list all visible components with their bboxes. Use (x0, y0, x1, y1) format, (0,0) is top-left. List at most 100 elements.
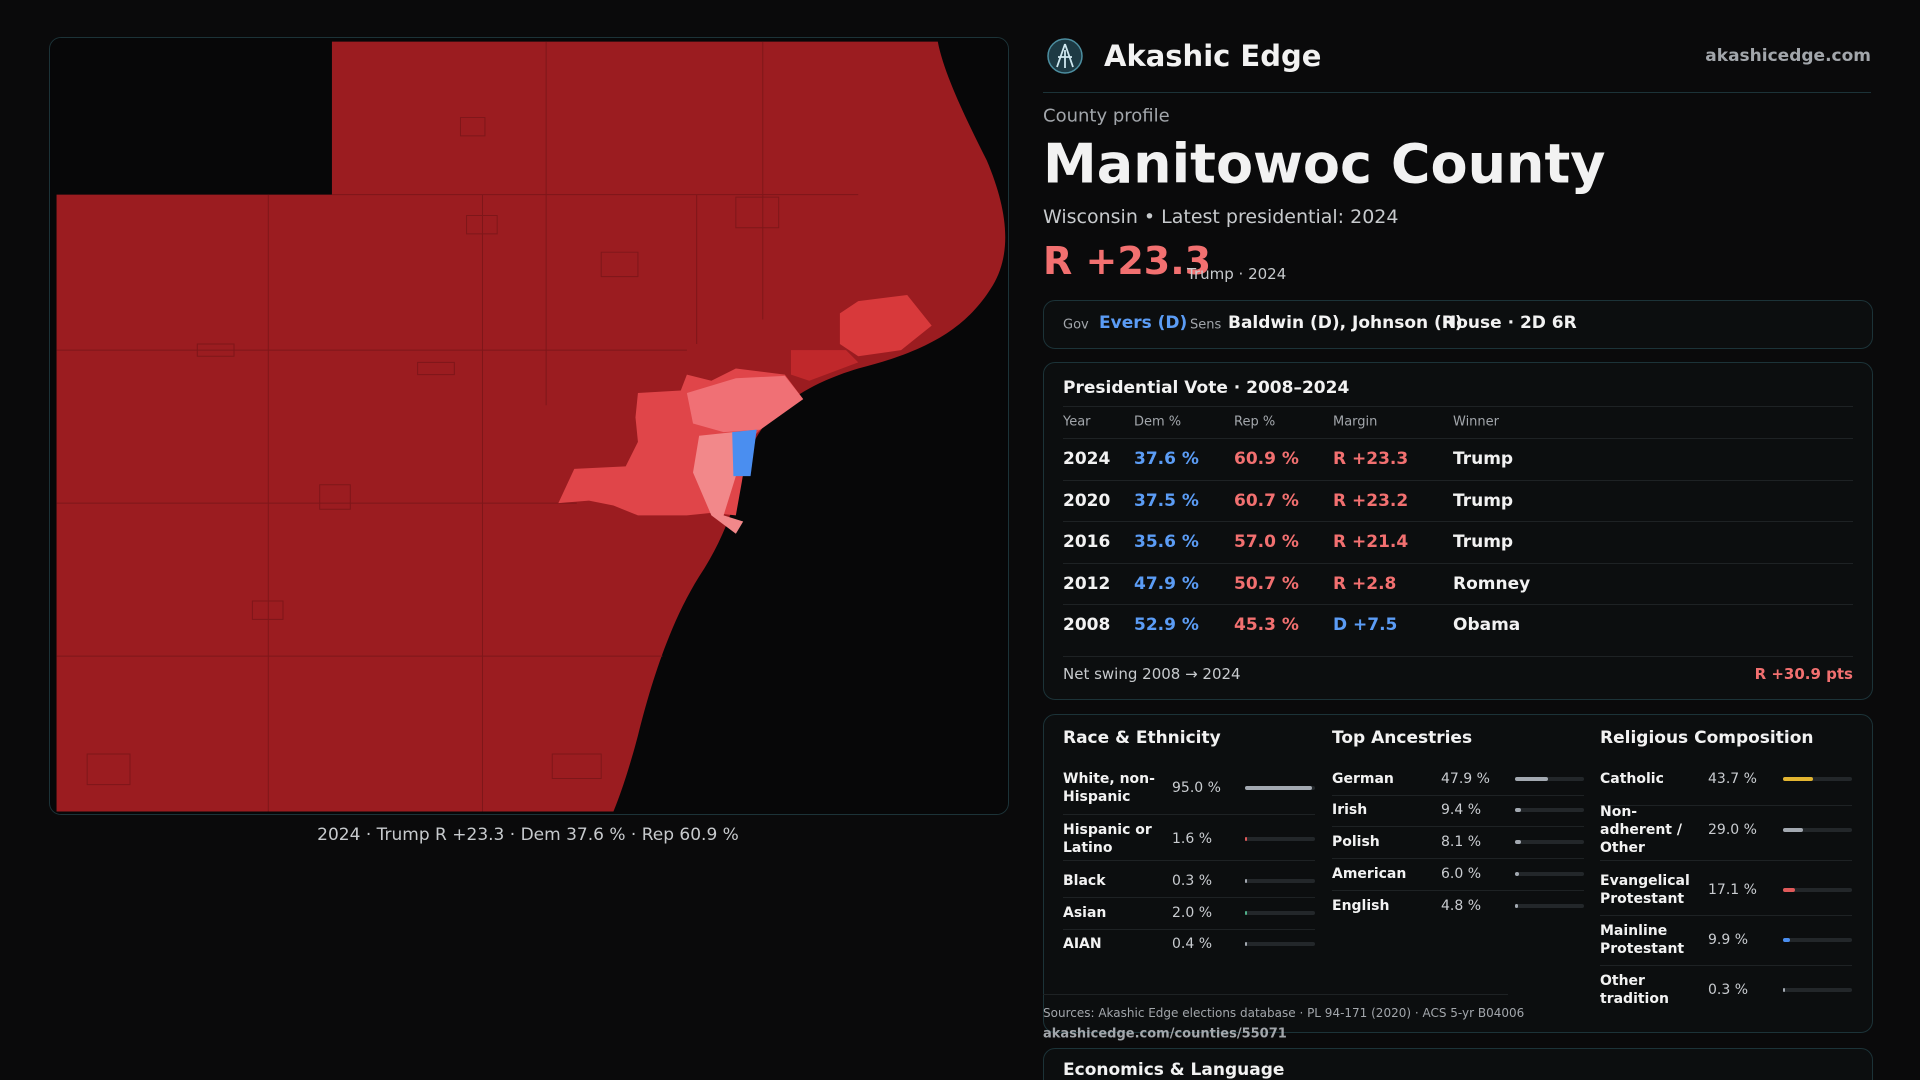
column-header: Dem % (1134, 414, 1182, 430)
divider (1063, 860, 1315, 861)
bar (1783, 938, 1790, 942)
bar (1515, 808, 1522, 812)
bar-track (1245, 911, 1315, 915)
bar (1515, 904, 1519, 908)
divider (1063, 929, 1315, 930)
item-value: 0.3 % (1708, 982, 1749, 998)
divider (1063, 897, 1315, 898)
item-label: Mainline Protestant (1600, 923, 1685, 957)
city-area-dem (732, 429, 757, 477)
map-panel[interactable] (49, 37, 1009, 815)
item-value: 6.0 % (1441, 866, 1482, 882)
kicker: County profile (1043, 105, 1170, 127)
bar (1515, 777, 1549, 781)
section-title: Religious Composition (1600, 728, 1814, 748)
sources: Sources: Akashic Edge elections database… (1043, 1006, 1525, 1020)
presidential-box: Presidential Vote · 2008–2024 Net swing … (1043, 362, 1873, 700)
bar-track (1515, 904, 1584, 908)
demographics-box: Race & Ethnicity White, non-Hispanic 95.0 … (1043, 714, 1873, 1033)
map-caption: 2024 · Trump R +23.3 · Dem 37.6 % · Rep … (317, 825, 739, 845)
table-cell: Romney (1453, 574, 1531, 594)
divider (1600, 965, 1852, 966)
bar-track (1515, 777, 1584, 781)
table-cell: 50.7 % (1234, 574, 1299, 594)
item-value: 9.9 % (1708, 932, 1749, 948)
item-label: Evangelical Protestant (1600, 873, 1690, 907)
county-map (50, 38, 1008, 814)
bar-track (1515, 840, 1584, 844)
house: House · 2D 6R (1442, 313, 1577, 333)
table-cell: Obama (1453, 615, 1521, 635)
city-area (686, 375, 804, 433)
brand-name: Akashic Edge (1104, 39, 1322, 73)
swing-label: Net swing 2008 → 2024 (1063, 665, 1241, 683)
divider (1043, 994, 1508, 995)
senators: Baldwin (D), Johnson (R) (1228, 313, 1463, 333)
bar (1245, 837, 1247, 841)
divider (1332, 826, 1584, 827)
section-title: Top Ancestries (1332, 728, 1473, 748)
city-area (839, 295, 932, 357)
item-value: 17.1 % (1708, 882, 1757, 898)
bar (1783, 888, 1795, 892)
item-value: 0.3 % (1172, 873, 1213, 889)
table-cell: 60.9 % (1234, 449, 1299, 469)
year: 2008 (1063, 615, 1111, 635)
item-label: German (1332, 771, 1394, 787)
year: 2016 (1063, 532, 1111, 552)
bar (1245, 879, 1247, 883)
section-title: Economics & Language (1063, 1060, 1285, 1080)
item-label: Hispanic or Latino (1063, 822, 1152, 856)
margin-note: Trump · 2024 (1187, 265, 1287, 283)
bar-track (1783, 988, 1852, 992)
item-value: 9.4 % (1441, 802, 1482, 818)
item-value: 29.0 % (1708, 822, 1757, 838)
column-header: Winner (1453, 414, 1500, 430)
section-title: Race & Ethnicity (1063, 728, 1221, 748)
item-value: 95.0 % (1172, 780, 1221, 796)
item-value: 47.9 % (1441, 771, 1490, 787)
county-title: Manitowoc County (1043, 132, 1606, 196)
column-header: Year (1063, 414, 1091, 430)
bar (1245, 911, 1247, 915)
source-url[interactable]: akashicedge.com/counties/55071 (1043, 1026, 1287, 1042)
table-cell: D +7.5 (1333, 615, 1398, 635)
item-label: Asian (1063, 905, 1107, 921)
divider (1600, 860, 1852, 861)
year: 2024 (1063, 449, 1111, 469)
divider (1332, 890, 1584, 891)
table-cell: Trump (1453, 449, 1514, 469)
item-label: Polish (1332, 834, 1380, 850)
officials-box: Gov Evers (D) Sens Baldwin (D), Johnson … (1043, 300, 1873, 349)
table-cell: Trump (1453, 491, 1514, 511)
year: 2012 (1063, 574, 1111, 594)
item-value: 2.0 % (1172, 905, 1213, 921)
item-label: English (1332, 898, 1390, 914)
economics-box: Economics & Language (1043, 1048, 1873, 1080)
item-label: Other tradition (1600, 973, 1669, 1007)
bar-track (1515, 808, 1584, 812)
county-land[interactable] (56, 41, 1006, 812)
bar-track (1245, 786, 1315, 790)
site-link[interactable]: akashicedge.com (1705, 46, 1871, 66)
bar (1783, 777, 1814, 781)
divider (1063, 604, 1853, 605)
bar (1515, 840, 1521, 844)
divider (1600, 805, 1852, 806)
divider (1063, 406, 1853, 407)
divider (1063, 480, 1853, 481)
bar (1515, 872, 1520, 876)
governor: Evers (D) (1099, 313, 1188, 333)
item-label: AIAN (1063, 936, 1102, 952)
divider (1063, 656, 1853, 657)
subtitle: Wisconsin • Latest presidential: 2024 (1043, 206, 1399, 228)
table-cell: 37.6 % (1134, 449, 1199, 469)
logo (1047, 38, 1083, 74)
bar-track (1783, 777, 1852, 781)
item-value: 0.4 % (1172, 936, 1213, 952)
township-lines (56, 41, 859, 812)
bar-track (1245, 837, 1315, 841)
bar-track (1783, 888, 1852, 892)
